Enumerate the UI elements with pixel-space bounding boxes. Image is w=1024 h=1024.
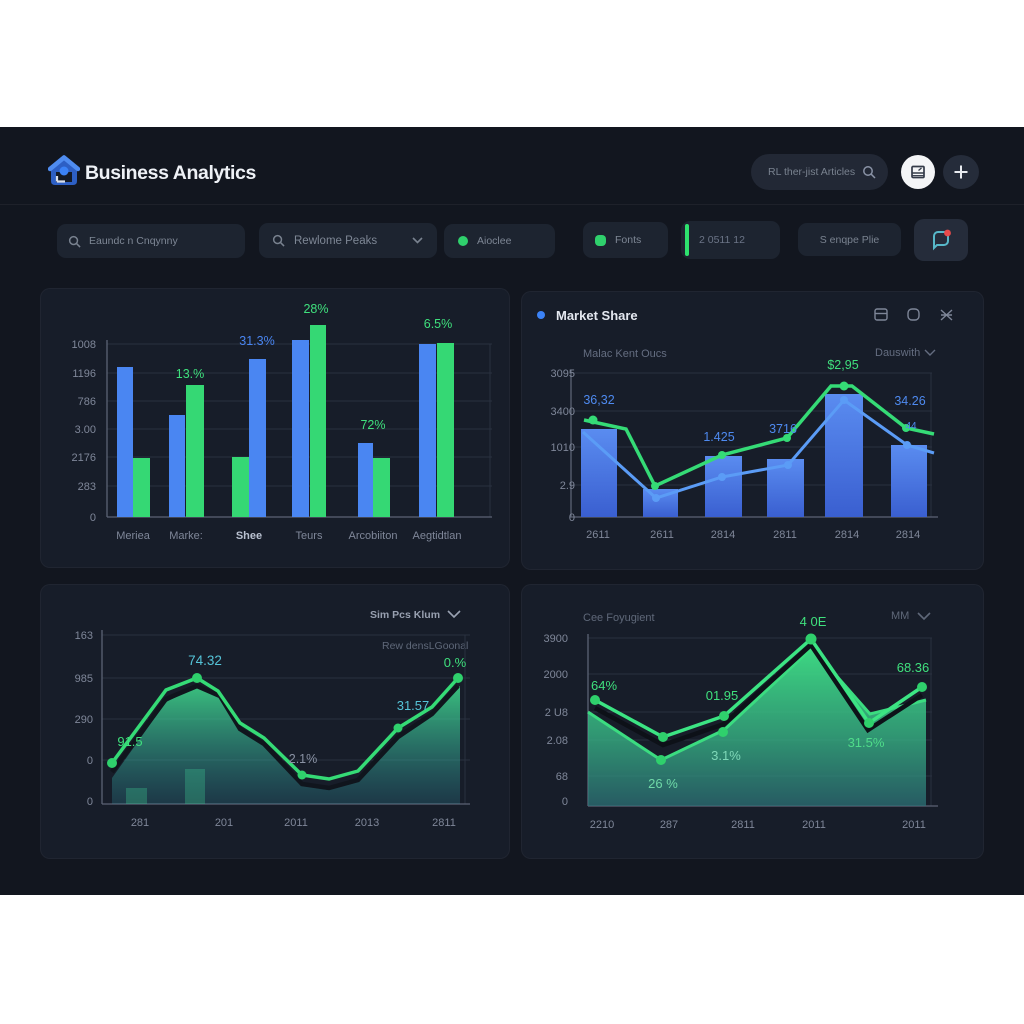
svg-text:1.425: 1.425 xyxy=(703,430,734,444)
svg-text:2611: 2611 xyxy=(650,529,674,541)
svg-text:Teurs: Teurs xyxy=(296,530,323,542)
svg-text:2611: 2611 xyxy=(586,529,610,541)
svg-text:985: 985 xyxy=(75,673,93,685)
svg-text:31.5%: 31.5% xyxy=(848,735,885,750)
svg-text:2011: 2011 xyxy=(284,817,308,829)
svg-text:163: 163 xyxy=(75,630,93,642)
svg-text:283: 283 xyxy=(78,481,96,493)
svg-text:2814: 2814 xyxy=(711,529,735,541)
svg-text:3400: 3400 xyxy=(551,406,575,418)
svg-text:287: 287 xyxy=(660,819,678,831)
svg-text:290: 290 xyxy=(75,714,93,726)
svg-text:MM: MM xyxy=(891,610,909,622)
svg-text:1008: 1008 xyxy=(72,339,96,351)
svg-text:Marke:: Marke: xyxy=(169,530,203,542)
svg-text:Cee Foyugient: Cee Foyugient xyxy=(583,612,655,624)
svg-text:2.9: 2.9 xyxy=(560,480,575,492)
svg-text:3.1%: 3.1% xyxy=(711,748,741,763)
svg-text:Aegtidtlan: Aegtidtlan xyxy=(413,530,462,542)
svg-text:0: 0 xyxy=(87,755,93,767)
svg-text:28%: 28% xyxy=(303,302,328,316)
svg-text:786: 786 xyxy=(78,396,96,408)
svg-text:2 U8: 2 U8 xyxy=(545,707,568,719)
svg-text:31.57: 31.57 xyxy=(397,698,430,713)
svg-text:13.%: 13.% xyxy=(176,367,205,381)
svg-text:$2,95: $2,95 xyxy=(827,358,858,372)
svg-text:0: 0 xyxy=(562,796,568,808)
svg-text:44: 44 xyxy=(905,421,917,432)
svg-text:3.00: 3.00 xyxy=(75,424,96,436)
svg-text:01.95: 01.95 xyxy=(706,688,739,703)
svg-text:31.3%: 31.3% xyxy=(239,334,274,348)
svg-text:2814: 2814 xyxy=(835,529,859,541)
svg-text:1010: 1010 xyxy=(551,442,575,454)
svg-text:74.32: 74.32 xyxy=(188,653,222,668)
svg-text:Arcobiiton: Arcobiiton xyxy=(349,530,398,542)
svg-text:2210: 2210 xyxy=(590,819,614,831)
svg-text:0.%: 0.% xyxy=(444,655,467,670)
svg-text:3900: 3900 xyxy=(544,633,568,645)
svg-text:2.1%: 2.1% xyxy=(289,752,318,766)
svg-text:2.08: 2.08 xyxy=(547,735,568,747)
svg-text:281: 281 xyxy=(131,817,149,829)
svg-text:3716: 3716 xyxy=(769,422,797,436)
svg-text:68: 68 xyxy=(556,771,568,783)
svg-text:64%: 64% xyxy=(591,678,617,693)
svg-text:2013: 2013 xyxy=(355,817,379,829)
svg-text:0: 0 xyxy=(90,512,96,524)
svg-text:1196: 1196 xyxy=(72,368,96,380)
svg-text:2011: 2011 xyxy=(802,819,826,831)
svg-text:2814: 2814 xyxy=(896,529,920,541)
svg-text:3095: 3095 xyxy=(551,368,575,380)
svg-text:2811: 2811 xyxy=(731,819,755,831)
svg-text:2011: 2011 xyxy=(902,819,926,831)
svg-text:72%: 72% xyxy=(360,418,385,432)
svg-text:Shee: Shee xyxy=(236,530,262,542)
svg-text:Meriea: Meriea xyxy=(116,530,151,542)
svg-text:201: 201 xyxy=(215,817,233,829)
svg-text:91.5: 91.5 xyxy=(117,734,142,749)
svg-text:6.5%: 6.5% xyxy=(424,317,453,331)
svg-text:4 0E: 4 0E xyxy=(800,614,827,629)
svg-text:Market Share: Market Share xyxy=(556,308,638,323)
svg-text:34.26: 34.26 xyxy=(894,394,925,408)
svg-text:68.36: 68.36 xyxy=(897,660,930,675)
svg-text:2811: 2811 xyxy=(432,817,456,829)
svg-text:36,32: 36,32 xyxy=(583,393,614,407)
svg-text:Sim Pcs Klum: Sim Pcs Klum xyxy=(370,609,440,621)
svg-text:26 %: 26 % xyxy=(648,776,678,791)
svg-text:Dauswith: Dauswith xyxy=(875,347,920,359)
svg-text:Rew densLGoonal: Rew densLGoonal xyxy=(382,640,468,652)
svg-text:0: 0 xyxy=(569,512,575,524)
svg-text:Malac Kent Oucs: Malac Kent Oucs xyxy=(583,348,667,360)
svg-text:2811: 2811 xyxy=(773,529,797,541)
svg-text:2176: 2176 xyxy=(72,452,96,464)
svg-text:0: 0 xyxy=(87,796,93,808)
svg-text:2000: 2000 xyxy=(544,669,568,681)
